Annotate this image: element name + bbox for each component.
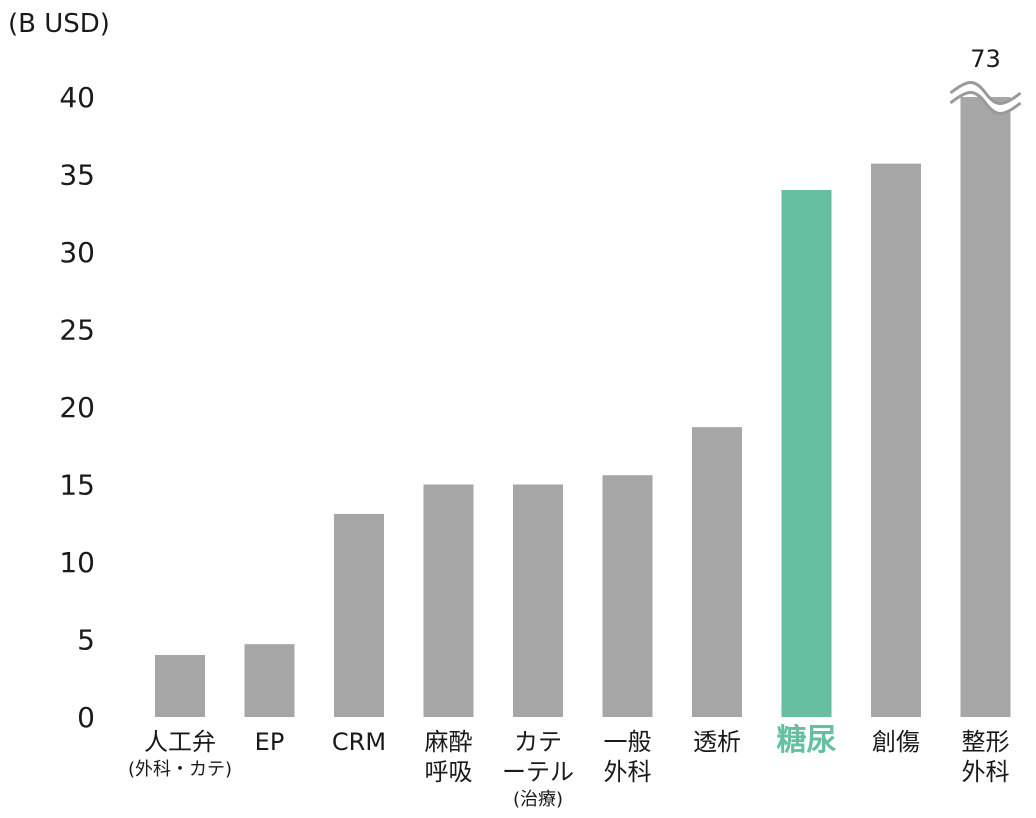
x-category-label: 外科 bbox=[604, 758, 652, 786]
y-tick-label: 20 bbox=[59, 391, 95, 424]
x-category-label: 整形 bbox=[962, 728, 1010, 756]
y-tick-label: 10 bbox=[59, 546, 95, 579]
x-category-label: カテ bbox=[514, 728, 562, 756]
bars: 73 bbox=[155, 45, 1022, 717]
x-category-label: 一般 bbox=[604, 728, 652, 756]
y-tick-label: 40 bbox=[59, 81, 95, 114]
bar bbox=[423, 484, 474, 717]
y-axis-ticks: 0 5 10 15 20 25 30 35 40 bbox=[59, 81, 95, 734]
axis-break-line bbox=[949, 91, 1022, 115]
x-category-label: 創傷 bbox=[872, 728, 920, 756]
bar bbox=[960, 97, 1011, 717]
x-category-label: 透析 bbox=[693, 728, 741, 756]
axis-break-line bbox=[949, 81, 1022, 105]
x-category-label: 外科 bbox=[962, 758, 1010, 786]
y-tick-label: 0 bbox=[77, 701, 95, 734]
y-tick-label: 5 bbox=[77, 624, 95, 657]
bar bbox=[244, 644, 295, 717]
x-category-label: 麻酔 bbox=[425, 728, 473, 756]
bar bbox=[513, 484, 563, 717]
bar bbox=[334, 513, 384, 717]
x-category-label: CRM bbox=[332, 728, 386, 756]
x-category-label: EP bbox=[255, 728, 285, 756]
x-category-label: 人工弁 bbox=[144, 728, 216, 756]
x-category-sublabel: (治療) bbox=[513, 789, 563, 810]
bar-value-label: 73 bbox=[970, 45, 1001, 73]
x-category-label: 糖尿 bbox=[777, 723, 837, 758]
x-category-sublabel: (外科・カテ) bbox=[128, 759, 232, 780]
bar bbox=[155, 655, 205, 717]
bar bbox=[602, 475, 653, 717]
axis-break-band bbox=[950, 82, 1021, 114]
y-tick-label: 15 bbox=[59, 469, 95, 502]
y-tick-label: 30 bbox=[59, 236, 95, 269]
bar-highlighted bbox=[781, 190, 832, 717]
unit-label: (B USD) bbox=[8, 9, 110, 39]
x-category-label: 呼吸 bbox=[425, 758, 473, 786]
y-tick-label: 35 bbox=[59, 159, 95, 192]
y-tick-label: 25 bbox=[59, 314, 95, 347]
x-category-label: ーテル bbox=[502, 758, 574, 786]
bar bbox=[871, 163, 921, 717]
bar bbox=[692, 427, 742, 717]
